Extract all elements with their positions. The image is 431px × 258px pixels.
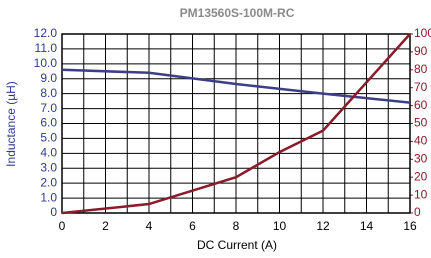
y-tick-label: 8.0 <box>40 86 57 100</box>
y-tick-label: 12.0 <box>34 26 58 40</box>
chart-title: PM13560S-100M-RC <box>180 6 295 20</box>
y-tick-label: 4.0 <box>40 146 57 160</box>
y-tick-label: 6.0 <box>40 116 57 130</box>
y2-tick-label: 90 <box>414 44 428 58</box>
x-tick-label: 2 <box>102 219 109 233</box>
y2-tick-label: 80 <box>414 62 428 76</box>
y2-tick-label: 50 <box>414 116 428 130</box>
chart: PM13560S-100M-RC DC Current (A) Inductan… <box>0 0 431 258</box>
y-tick-label: 10.0 <box>34 56 58 70</box>
y-tick-label: 3.0 <box>40 160 57 174</box>
x-tick-label: 8 <box>233 219 240 233</box>
y-tick-label: 5.0 <box>40 131 57 145</box>
x-tick-label: 6 <box>189 219 196 233</box>
x-axis-label: DC Current (A) <box>197 238 277 252</box>
y-tick-label: 7.0 <box>40 101 57 115</box>
y2-tick-label: 60 <box>414 98 428 112</box>
y2-tick-label: 20 <box>414 169 428 183</box>
x-tick-label: 12 <box>316 219 330 233</box>
y-tick-label: 11.0 <box>35 41 58 55</box>
y2-tick-label: 70 <box>414 80 428 94</box>
x-tick-label: 16 <box>403 219 417 233</box>
y-tick-label: 1.0 <box>40 190 57 204</box>
y-tick-label: 0 <box>50 205 57 219</box>
y2-tick-label: 30 <box>414 151 428 165</box>
x-tick-label: 0 <box>59 219 66 233</box>
x-tick-label: 10 <box>273 219 287 233</box>
y2-tick-label: 40 <box>414 134 428 148</box>
x-tick-label: 4 <box>146 219 153 233</box>
x-tick-label: 14 <box>360 219 374 233</box>
y2-tick-label: 10 <box>414 187 428 201</box>
y-axis-label: Inductance (µH) <box>4 81 18 167</box>
y-tick-label: 2.0 <box>40 175 57 189</box>
y2-tick-label: 0 <box>414 205 421 219</box>
y-tick-label: 9.0 <box>40 71 57 85</box>
y2-tick-label: 100 <box>414 26 431 40</box>
